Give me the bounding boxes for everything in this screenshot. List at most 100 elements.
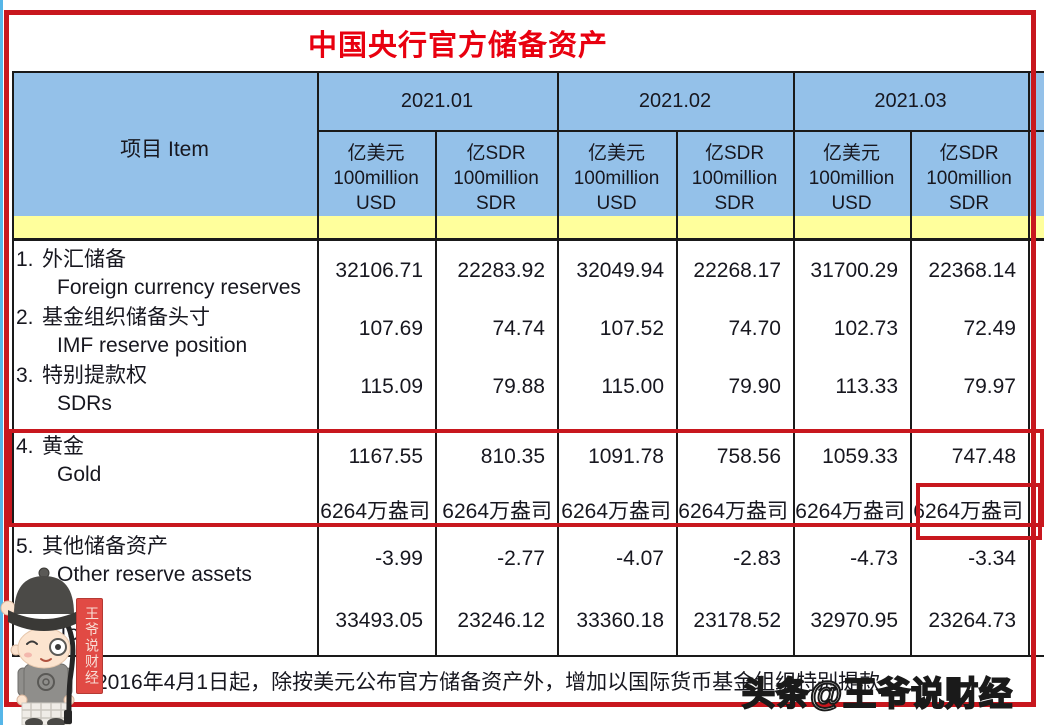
unit-header-sdr: 亿SDR 100million SDR bbox=[453, 143, 539, 215]
grid-line bbox=[317, 130, 1044, 132]
grid-line bbox=[12, 71, 14, 655]
row-number: 1. bbox=[16, 248, 34, 271]
cell-gold-ounces: 6264万盎司 bbox=[678, 500, 788, 523]
cell-sdrs-2103-sdr: 79.97 bbox=[963, 375, 1016, 398]
unit-header-usd: 亿美元 100million USD bbox=[333, 143, 419, 215]
cell-sdrs-2102-sdr: 79.90 bbox=[728, 375, 781, 398]
row-en: IMF reserve position bbox=[57, 334, 248, 357]
table-header-background bbox=[12, 71, 1044, 216]
row-number: 5. bbox=[16, 535, 34, 558]
row-label-line-cn: 3. 特别提款权 bbox=[16, 362, 316, 390]
cell-gold-2102-sdr: 758.56 bbox=[716, 445, 781, 468]
cell-fx-2102-sdr: 22268.17 bbox=[693, 259, 781, 282]
row-label-other-reserve-assets: 5. 其他储备资产 Other reserve assets bbox=[16, 533, 316, 589]
grid-line bbox=[435, 130, 437, 655]
yellow-band bbox=[12, 216, 1044, 238]
cell-other-2102-sdr: -2.83 bbox=[733, 547, 781, 570]
cell-gold-ounces: 6264万盎司 bbox=[442, 500, 552, 523]
cell-total-2101-sdr: 23246.12 bbox=[457, 609, 545, 632]
row-en: SDRs bbox=[57, 392, 112, 415]
cell-gold-ounces-highlighted: 6264万盎司 bbox=[913, 500, 1023, 523]
row-cn: 基金组织储备头寸 bbox=[42, 306, 210, 329]
outer-red-border bbox=[4, 10, 1036, 707]
left-edge-strip bbox=[0, 0, 3, 725]
cell-other-2102-usd: -4.07 bbox=[616, 547, 664, 570]
mascot-figure: 王爷说财经 bbox=[0, 560, 175, 725]
cell-imf-2101-sdr: 74.74 bbox=[492, 317, 545, 340]
unit-header-sdr: 亿SDR 100million SDR bbox=[691, 143, 778, 215]
row-label-line-cn: 5. 其他储备资产 bbox=[16, 533, 316, 561]
cell-other-2101-usd: -3.99 bbox=[375, 547, 423, 570]
cell-gold-ounces: 6264万盎司 bbox=[561, 500, 671, 523]
cell-sdrs-2101-sdr: 79.88 bbox=[492, 375, 545, 398]
cell-imf-2102-sdr: 74.70 bbox=[728, 317, 781, 340]
grid-line bbox=[1028, 71, 1030, 655]
cell-fx-2103-sdr: 22368.14 bbox=[928, 259, 1016, 282]
footnote-text: 自2016年4月1日起，除按美元公布官方储备资产外，增加以国际货币基金组织特别提… bbox=[75, 671, 881, 694]
cell-fx-2102-usd: 32049.94 bbox=[576, 259, 664, 282]
grid-line bbox=[793, 71, 795, 655]
cell-gold-2101-sdr: 810.35 bbox=[480, 445, 545, 468]
unit-header-usd: 亿美元 100million USD bbox=[573, 143, 660, 215]
cell-total-2101-usd: 33493.05 bbox=[335, 609, 423, 632]
cell-fx-2101-sdr: 22283.92 bbox=[457, 259, 545, 282]
row-en: Other reserve assets bbox=[57, 563, 252, 586]
cell-gold-2102-usd: 1091.78 bbox=[588, 445, 664, 468]
row-en: Gold bbox=[57, 463, 102, 486]
row-number: 2. bbox=[16, 306, 34, 329]
row-label-line-cn: 2. 基金组织储备头寸 bbox=[16, 304, 316, 332]
cell-total-2102-usd: 33360.18 bbox=[576, 609, 664, 632]
grid-line bbox=[317, 71, 319, 655]
mascot-drawing bbox=[0, 567, 80, 725]
grid-line bbox=[12, 655, 1044, 657]
ounces-highlight-box bbox=[916, 483, 1042, 540]
unit-header-usd: 亿美元 100million USD bbox=[808, 143, 895, 215]
cell-other-2103-sdr: -3.34 bbox=[968, 547, 1016, 570]
mascot-red-seal: 王爷说财经 bbox=[76, 598, 103, 694]
row-en: Foreign currency reserves bbox=[57, 276, 301, 299]
cell-imf-2102-usd: 107.52 bbox=[599, 317, 664, 340]
row-number: 3. bbox=[16, 364, 34, 387]
cell-imf-2103-usd: 102.73 bbox=[833, 317, 898, 340]
cell-gold-2103-sdr: 747.48 bbox=[951, 445, 1016, 468]
cell-total-2102-sdr: 23178.52 bbox=[693, 609, 781, 632]
cell-fx-2101-usd: 32106.71 bbox=[335, 259, 423, 282]
row-cn: 其他储备资产 bbox=[42, 535, 168, 558]
row-label-imf-reserve-position: 2. 基金组织储备头寸 IMF reserve position bbox=[16, 304, 316, 360]
cell-sdrs-2101-usd: 115.09 bbox=[360, 375, 423, 398]
cell-gold-ounces: 6264万盎司 bbox=[320, 500, 430, 523]
row-cn: 黄金 bbox=[42, 435, 84, 458]
row-cn: 特别提款权 bbox=[42, 364, 147, 387]
cell-sdrs-2102-usd: 115.00 bbox=[601, 375, 664, 398]
row-cn: 外汇储备 bbox=[42, 248, 126, 271]
grid-line-thick bbox=[12, 238, 1044, 241]
watermark-text: 头条@王爷说财经 bbox=[741, 674, 1014, 713]
column-header-2021-01: 2021.01 bbox=[400, 90, 474, 112]
cell-sdrs-2103-usd: 113.33 bbox=[835, 375, 898, 398]
cell-gold-ounces: 6264万盎司 bbox=[795, 500, 905, 523]
cell-other-2101-sdr: -2.77 bbox=[497, 547, 545, 570]
row-label-line-cn: 4. 黄金 bbox=[16, 433, 316, 461]
column-header-2021-02: 2021.02 bbox=[638, 90, 712, 112]
cell-imf-2101-usd: 107.69 bbox=[358, 317, 423, 340]
cell-other-2103-usd: -4.73 bbox=[850, 547, 898, 570]
grid-line bbox=[557, 71, 559, 655]
row-label-line-cn: 1. 外汇储备 bbox=[16, 246, 316, 274]
grid-line bbox=[910, 130, 912, 655]
unit-header-sdr: 亿SDR 100million SDR bbox=[926, 143, 1012, 215]
cell-fx-2103-usd: 31700.29 bbox=[810, 259, 898, 282]
column-header-2021-03: 2021.03 bbox=[874, 90, 947, 112]
column-header-item: 项目 Item bbox=[120, 138, 209, 161]
cell-gold-2101-usd: 1167.55 bbox=[348, 445, 423, 468]
grid-line bbox=[12, 71, 1044, 73]
cell-gold-2103-usd: 1059.33 bbox=[822, 445, 898, 468]
row-number: 4. bbox=[16, 435, 34, 458]
cell-total-2103-sdr: 23264.73 bbox=[928, 609, 1016, 632]
row-label-gold: 4. 黄金 Gold bbox=[16, 433, 316, 489]
row-label-sdrs: 3. 特别提款权 SDRs bbox=[16, 362, 316, 418]
gold-row-highlight-box bbox=[8, 429, 1044, 527]
cell-total-2103-usd: 32970.95 bbox=[810, 609, 898, 632]
cell-imf-2103-sdr: 72.49 bbox=[963, 317, 1016, 340]
page-title: 中国央行官方储备资产 bbox=[307, 30, 608, 62]
